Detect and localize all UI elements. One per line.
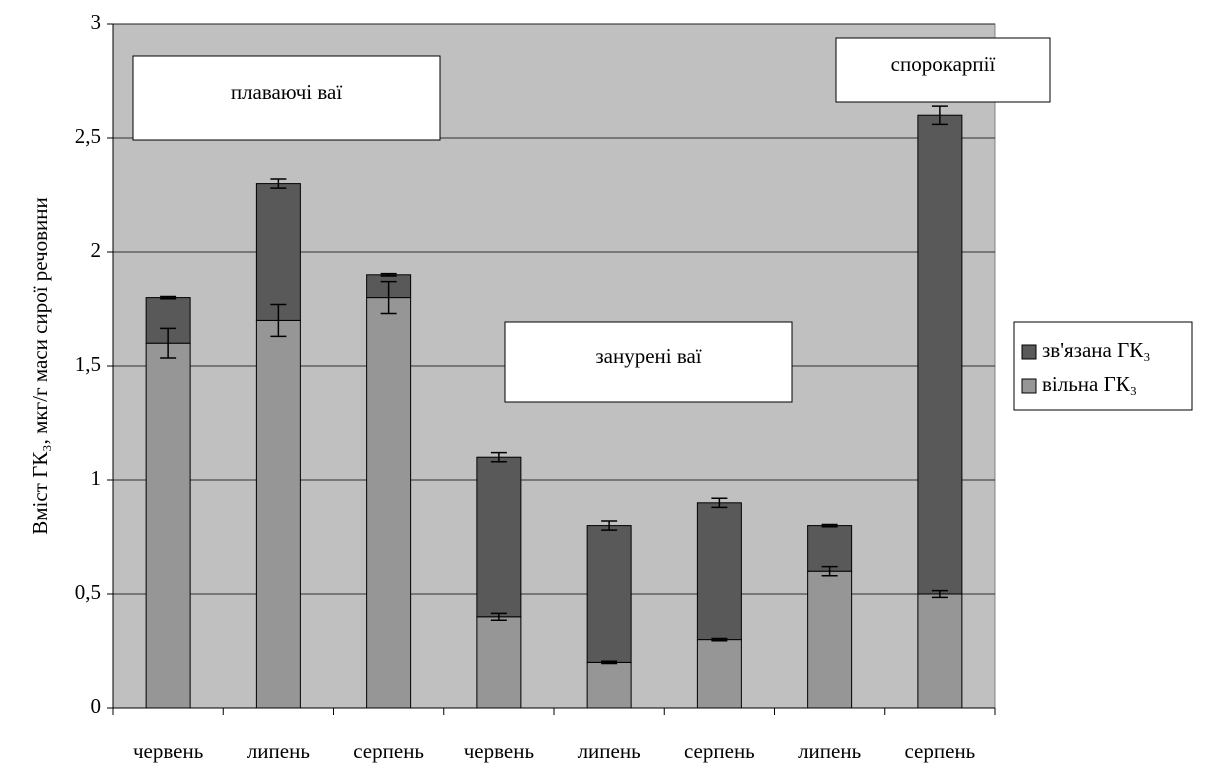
annotation: занурені ваї [595, 344, 701, 368]
y-axis-label: Вміст ГК₃, мкг/г маси сирої речовини [28, 197, 52, 535]
bar [807, 525, 853, 572]
y-tick-label: 0 [91, 694, 102, 718]
legend-swatch [1021, 344, 1037, 360]
error-bar [931, 589, 948, 599]
y-tick-label: 1 [91, 466, 102, 490]
annotation-box [132, 55, 441, 141]
error-bar [160, 327, 177, 359]
bar [696, 502, 742, 641]
legend-label: зв'язана ГК₃ [1042, 338, 1151, 362]
x-tick-label: червень [464, 739, 534, 763]
error-bar [711, 637, 728, 642]
annotation-box [835, 37, 1051, 103]
bar [586, 661, 632, 709]
error-bar [490, 451, 507, 463]
y-tick-label: 2,5 [75, 124, 101, 148]
bar [255, 183, 301, 321]
error-bar [270, 178, 287, 189]
bar [586, 525, 632, 663]
annotation-box [504, 321, 793, 403]
error-bar [160, 295, 177, 300]
bar [917, 114, 963, 595]
error-bar [380, 272, 397, 277]
error-bar [601, 520, 618, 531]
error-bar [711, 497, 728, 509]
legend-swatch [1021, 378, 1037, 394]
legend-label: вільна ГК₃ [1042, 372, 1137, 396]
y-tick-label: 3 [91, 10, 102, 34]
bar [366, 297, 412, 709]
y-tick-label: 0,5 [75, 580, 101, 604]
x-tick-label: серпень [684, 739, 755, 763]
y-tick-label: 2 [91, 238, 102, 262]
x-tick-label: серпень [353, 739, 424, 763]
x-tick-label: липень [247, 739, 310, 763]
annotation: спорокарпії [891, 52, 996, 76]
bar [696, 639, 742, 709]
bar [255, 319, 301, 709]
y-tick-label: 1,5 [75, 352, 101, 376]
bar [476, 616, 522, 709]
bar [145, 342, 191, 709]
annotation: плаваючі ваї [231, 80, 342, 104]
error-bar [601, 660, 618, 665]
error-bar [490, 612, 507, 621]
error-bar [821, 565, 838, 577]
x-tick-label: липень [578, 739, 641, 763]
x-tick-label: липень [798, 739, 861, 763]
error-bar [270, 303, 287, 338]
legend-box [1013, 321, 1193, 411]
x-tick-label: червень [133, 739, 203, 763]
error-bar [380, 280, 397, 315]
x-tick-label: серпень [904, 739, 975, 763]
error-bar [931, 105, 948, 126]
bar [476, 456, 522, 618]
error-bar [821, 523, 838, 528]
bar [917, 593, 963, 709]
bar [807, 570, 853, 709]
